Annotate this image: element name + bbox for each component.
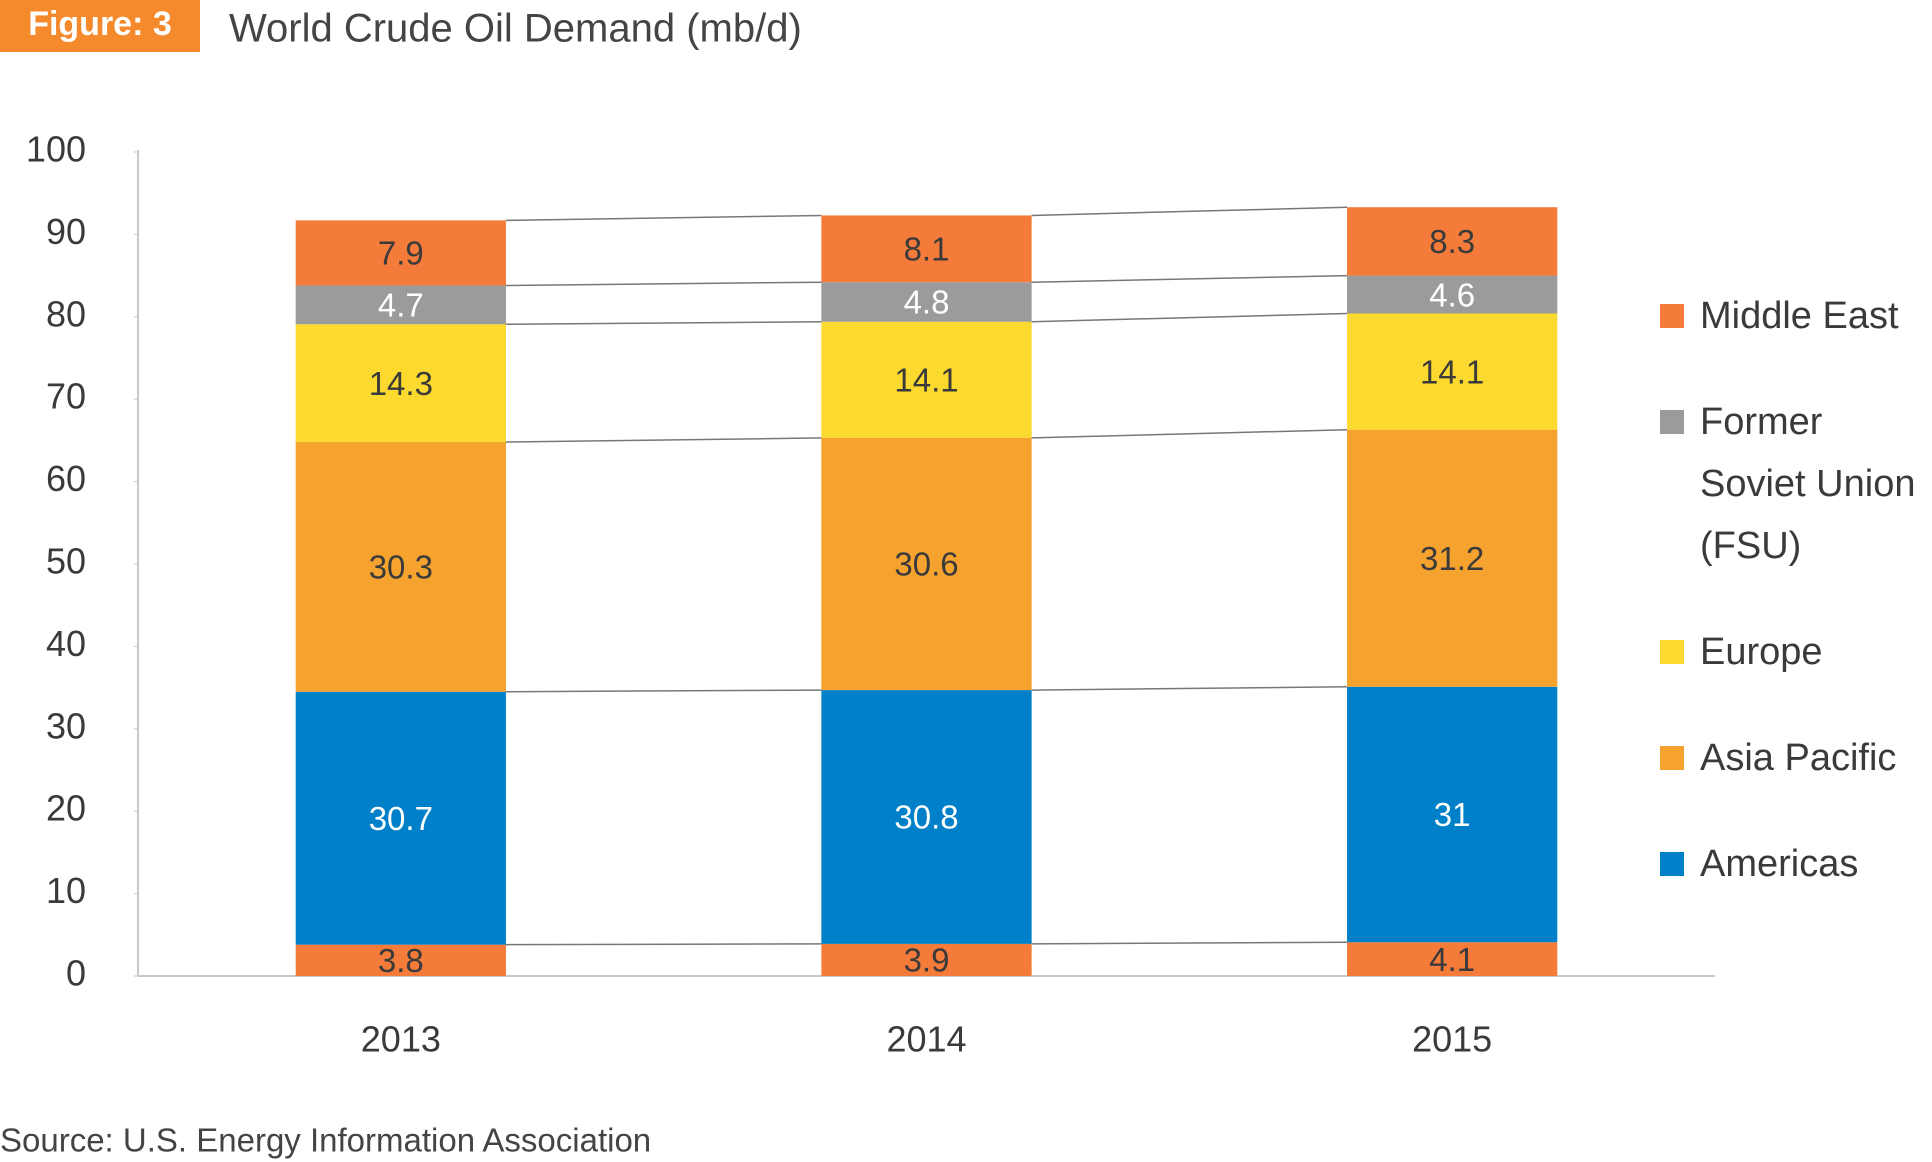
- data-label: 8.3: [1429, 223, 1475, 260]
- data-label: 7.9: [378, 235, 424, 272]
- legend-item: Europe: [1660, 621, 1930, 683]
- bar-segment: [295, 442, 506, 692]
- connector-line: [1031, 428, 1348, 439]
- legend-item: Middle East: [1660, 285, 1930, 347]
- data-label: 4.1: [1429, 941, 1475, 978]
- bar-segment: [821, 437, 1032, 691]
- data-label: 14.3: [369, 365, 433, 402]
- data-label: 31: [1434, 796, 1471, 833]
- bar-segment: [1347, 207, 1558, 276]
- source-note: Source: U.S. Energy Information Associat…: [0, 1122, 651, 1159]
- data-label: 4.8: [904, 284, 950, 321]
- connector-line: [505, 437, 822, 443]
- y-tick-label: 60: [46, 458, 86, 499]
- y-tick-label: 70: [46, 376, 86, 417]
- connector-line: [1031, 274, 1348, 283]
- bar-segment: [295, 944, 506, 976]
- data-label: 8.1: [904, 231, 950, 268]
- data-label: 30.7: [369, 800, 433, 837]
- legend-swatch: [1660, 640, 1684, 664]
- legend: Middle East Former Soviet Union (FSU) Euro…: [1660, 285, 1930, 895]
- bar-segment: [295, 691, 506, 945]
- legend-label: Former Soviet Union (FSU): [1700, 401, 1916, 567]
- bar-segment: [1347, 942, 1558, 976]
- bar-segment: [1347, 313, 1558, 430]
- x-tick-label: 2015: [1412, 1019, 1492, 1060]
- figure-badge: [0, 0, 200, 52]
- connector-line: [1031, 206, 1348, 217]
- data-label: 30.8: [894, 799, 958, 836]
- legend-swatch: [1660, 410, 1684, 434]
- bar-segment: [1347, 429, 1558, 687]
- y-tick-label: 20: [46, 788, 86, 829]
- legend-item: Former Soviet Union (FSU): [1660, 391, 1930, 577]
- connector-line: [505, 281, 822, 287]
- data-label: 30.3: [369, 549, 433, 586]
- x-tick-label: 2013: [361, 1019, 441, 1060]
- y-tick-label: 30: [46, 705, 86, 746]
- bar-segment: [295, 324, 506, 443]
- connector-line: [1031, 686, 1348, 691]
- legend-item: Americas: [1660, 833, 1930, 895]
- bar-segment: [1347, 275, 1558, 314]
- data-label: 31.2: [1420, 540, 1484, 577]
- connector-line: [505, 943, 822, 946]
- data-label: 30.6: [894, 546, 958, 583]
- connector-line: [505, 214, 822, 222]
- y-tick-label: 50: [46, 541, 86, 582]
- x-tick-label: 2014: [886, 1019, 966, 1060]
- legend-item: Asia Pacific: [1660, 727, 1930, 789]
- data-label: 14.1: [894, 362, 958, 399]
- connector-line: [505, 320, 822, 325]
- y-tick-label: 0: [66, 953, 86, 994]
- data-label: 3.8: [378, 942, 424, 979]
- connector-line: [505, 689, 822, 693]
- y-tick-label: 90: [46, 211, 86, 252]
- data-label: 4.6: [1429, 276, 1475, 313]
- y-tick-label: 40: [46, 623, 86, 664]
- bar-segment: [1347, 686, 1558, 943]
- data-label: 14.1: [1420, 353, 1484, 390]
- data-label: 3.9: [904, 942, 950, 979]
- bar-segment: [821, 943, 1032, 976]
- chart-title: World Crude Oil Demand (mb/d): [229, 7, 802, 51]
- bar-segment: [821, 690, 1032, 944]
- legend-label: Europe: [1700, 631, 1823, 673]
- bar-segment: [295, 220, 506, 286]
- connector-line: [1031, 312, 1348, 323]
- bar-segment: [821, 321, 1032, 438]
- y-tick-label: 10: [46, 870, 86, 911]
- bar-segment: [821, 215, 1032, 283]
- connector-line: [1031, 941, 1348, 945]
- bar-segment: [295, 285, 506, 325]
- legend-swatch: [1660, 746, 1684, 770]
- legend-swatch: [1660, 852, 1684, 876]
- legend-label: Americas: [1700, 843, 1859, 885]
- legend-label: Asia Pacific: [1700, 737, 1897, 779]
- data-label: 4.7: [378, 287, 424, 324]
- legend-swatch: [1660, 304, 1684, 328]
- legend-label: Middle East: [1700, 295, 1899, 337]
- figure-label: Figure: 3: [28, 5, 172, 43]
- y-tick-label: 80: [46, 293, 86, 334]
- bar-segment: [821, 282, 1032, 322]
- y-tick-label: 100: [26, 129, 86, 170]
